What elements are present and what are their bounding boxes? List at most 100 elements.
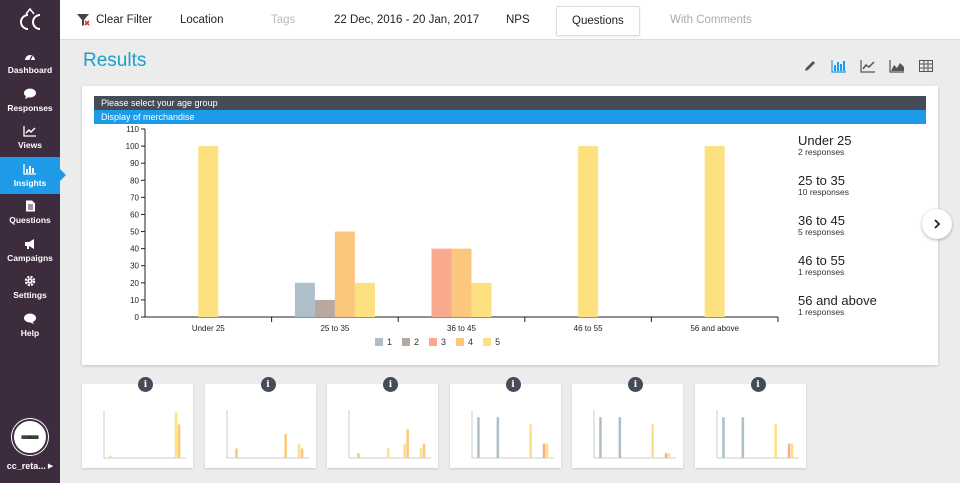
- series-legend-item[interactable]: 1: [375, 337, 392, 347]
- chart-thumbnail[interactable]: i: [449, 377, 561, 468]
- y-tick-label: 60: [130, 210, 139, 219]
- thumb-bar: [174, 412, 178, 458]
- group-title: 46 to 55: [798, 253, 845, 268]
- thumb-bar: [542, 443, 545, 458]
- x-tick-label: Under 25: [192, 324, 225, 333]
- group-response-count: 1 responses: [798, 307, 845, 317]
- thumb-bar: [496, 417, 499, 458]
- thumb-bar: [297, 443, 300, 458]
- sidebar-item-campaigns[interactable]: Campaigns: [0, 232, 60, 270]
- legend-swatch: [456, 338, 465, 346]
- date-range-filter[interactable]: 22 Dec, 2016 - 20 Jan, 2017: [334, 14, 480, 26]
- sidebar-item-label: Insights: [13, 177, 47, 188]
- bar-4-36-to-45[interactable]: [451, 248, 472, 317]
- sidebar-item-label: Settings: [13, 290, 47, 301]
- sub-question-header: Display of merchandise: [94, 110, 926, 124]
- y-tick-label: 90: [130, 159, 139, 168]
- x-tick-label: 46 to 55: [574, 324, 603, 333]
- group-legend-item: 56 and above 1 responses: [798, 294, 928, 334]
- info-icon[interactable]: i: [138, 377, 153, 392]
- line-chart-icon: [860, 60, 875, 73]
- sidebar-item-settings[interactable]: Settings: [0, 269, 60, 307]
- bar-4-25-to-35[interactable]: [334, 231, 355, 317]
- bar-3-36-to-45[interactable]: [431, 248, 452, 317]
- bar-2-25-to-35[interactable]: [314, 299, 335, 317]
- x-tick-label: 25 to 35: [320, 324, 349, 333]
- clear-filter-button[interactable]: Clear Filter: [76, 0, 152, 40]
- chart-thumbnail[interactable]: i: [694, 377, 806, 468]
- thumb-bar: [403, 443, 406, 458]
- avatar[interactable]: ████████: [12, 419, 48, 455]
- sidebar-item-help[interactable]: Help: [0, 307, 60, 345]
- gear-icon: [24, 276, 36, 287]
- chart-thumbnail[interactable]: i: [204, 377, 316, 468]
- clear-filter-label: Clear Filter: [96, 14, 153, 26]
- edit-tool[interactable]: [800, 57, 820, 75]
- y-tick-label: 50: [130, 228, 139, 237]
- with-comments-filter[interactable]: With Comments: [670, 14, 752, 26]
- area-chart-tool[interactable]: [887, 57, 907, 75]
- info-icon[interactable]: i: [505, 377, 521, 392]
- next-chart-button[interactable]: [922, 209, 952, 239]
- bar-chart-tool[interactable]: [829, 57, 849, 75]
- questions-tab[interactable]: Questions: [556, 6, 640, 36]
- sidebar-item-insights[interactable]: Insights: [0, 156, 66, 194]
- bar-5-46-to-55[interactable]: [578, 146, 599, 317]
- series-legend-item[interactable]: 3: [429, 337, 446, 347]
- legend-label: 3: [441, 337, 447, 347]
- sidebar: Dashboard Responses Views Insights Questions…: [0, 0, 66, 483]
- chart-thumbnail[interactable]: i: [82, 377, 193, 468]
- account-menu[interactable]: ████████ cc_reta... ▶: [0, 419, 60, 471]
- legend-swatch: [402, 338, 411, 346]
- sidebar-item-views[interactable]: Views: [0, 119, 60, 157]
- legend-label: 2: [414, 337, 420, 347]
- thumbnail-chart: [348, 410, 431, 459]
- app-logo[interactable]: [0, 0, 60, 44]
- nps-filter[interactable]: NPS: [506, 14, 530, 26]
- bar-1-25-to-35[interactable]: [294, 282, 315, 317]
- sidebar-item-label: Views: [18, 140, 42, 151]
- thumbnail-chart: [103, 410, 186, 459]
- line-chart-tool[interactable]: [858, 57, 878, 75]
- area-chart-icon: [889, 60, 904, 73]
- location-filter[interactable]: Location: [180, 14, 224, 26]
- results-card: Please select your age group Display of …: [82, 86, 938, 365]
- info-icon[interactable]: i: [260, 377, 276, 392]
- sidebar-item-dashboard[interactable]: Dashboard: [0, 44, 60, 82]
- bar-5-56-and-above[interactable]: [704, 146, 725, 317]
- tags-filter[interactable]: Tags: [271, 14, 296, 26]
- question-header: Please select your age group: [94, 96, 926, 110]
- info-icon[interactable]: i: [628, 377, 643, 392]
- chart-thumbnail[interactable]: i: [572, 377, 683, 468]
- thumb-bar: [357, 453, 360, 458]
- series-legend-item[interactable]: 4: [456, 337, 473, 347]
- series-legend-item[interactable]: 5: [483, 337, 500, 347]
- y-tick-label: 30: [130, 262, 139, 271]
- bar-5-25-to-35[interactable]: [354, 282, 375, 317]
- thumb-bar: [476, 417, 480, 458]
- group-legend-item: 25 to 35 10 responses: [798, 174, 928, 214]
- chart-toolbar: [800, 57, 936, 75]
- y-tick-label: 70: [130, 193, 139, 202]
- legend-swatch: [429, 338, 438, 346]
- sidebar-item-questions[interactable]: Questions: [0, 194, 60, 232]
- thumb-bar: [109, 455, 112, 458]
- thumbnail-chart: [593, 410, 676, 459]
- bar-chart: 0 10 20 30 40 50 60 70 80 90 100 110 Under 25 25 to 3…: [126, 125, 779, 333]
- thumb-bar: [741, 417, 744, 458]
- table-tool[interactable]: [916, 57, 936, 75]
- group-response-count: 2 responses: [798, 147, 845, 157]
- group-legend: Under 25 2 responses 25 to 35 10 responses 3…: [798, 134, 928, 334]
- thumb-bar: [618, 417, 622, 458]
- y-tick-label: 0: [135, 313, 140, 322]
- chart-thumbnail[interactable]: i: [327, 377, 438, 468]
- bar-chart-icon: [831, 60, 846, 73]
- info-icon[interactable]: i: [750, 377, 766, 392]
- bar-5-36-to-45[interactable]: [471, 282, 492, 317]
- info-icon[interactable]: i: [383, 377, 398, 392]
- sidebar-item-responses[interactable]: Responses: [0, 82, 60, 120]
- series-legend-item[interactable]: 2: [402, 337, 419, 347]
- bar-5-under-25[interactable]: [198, 146, 219, 317]
- thumb-bar: [599, 417, 602, 458]
- thumb-bar: [300, 448, 303, 458]
